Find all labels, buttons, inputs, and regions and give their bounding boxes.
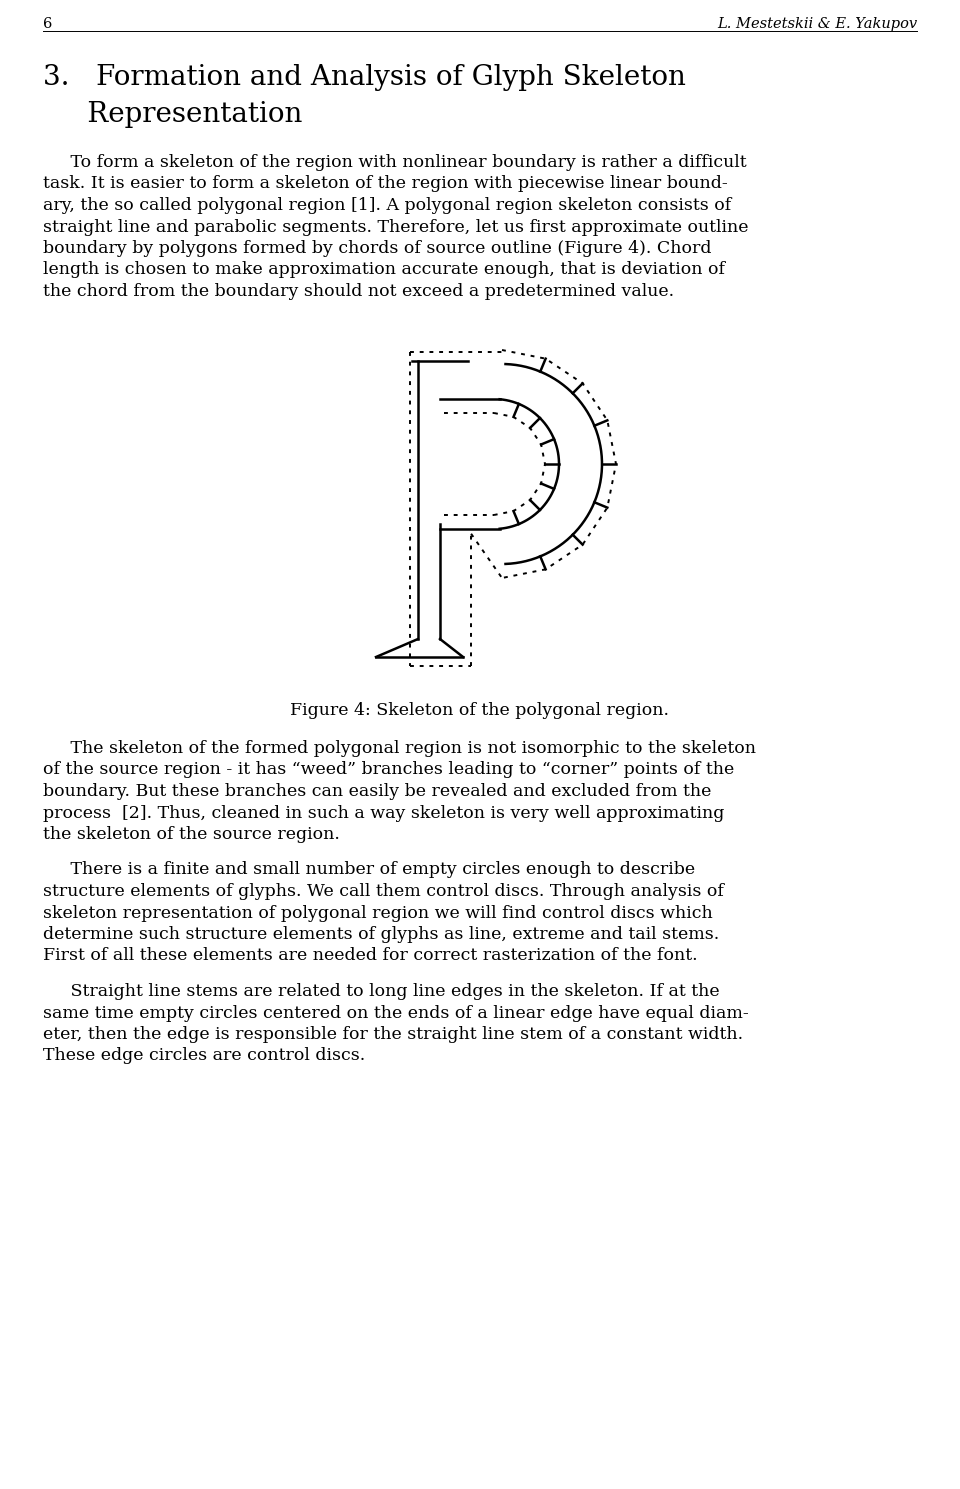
Text: eter, then the edge is responsible for the straight line stem of a constant widt: eter, then the edge is responsible for t…: [43, 1026, 743, 1042]
Text: L. Mestetskii & E. Yakupov: L. Mestetskii & E. Yakupov: [717, 16, 917, 31]
Text: There is a finite and small number of empty circles enough to describe: There is a finite and small number of em…: [43, 862, 695, 879]
Text: Figure 4: Skeleton of the polygonal region.: Figure 4: Skeleton of the polygonal regi…: [291, 701, 669, 719]
Text: The skeleton of the formed polygonal region is not isomorphic to the skeleton: The skeleton of the formed polygonal reg…: [43, 740, 756, 756]
Text: Representation: Representation: [43, 101, 302, 128]
Text: of the source region - it has “weed” branches leading to “corner” points of the: of the source region - it has “weed” bra…: [43, 761, 734, 779]
Text: length is chosen to make approximation accurate enough, that is deviation of: length is chosen to make approximation a…: [43, 262, 725, 278]
Text: These edge circles are control discs.: These edge circles are control discs.: [43, 1047, 365, 1065]
Text: First of all these elements are needed for correct rasterization of the font.: First of all these elements are needed f…: [43, 947, 698, 965]
Text: boundary. But these branches can easily be revealed and excluded from the: boundary. But these branches can easily …: [43, 783, 711, 800]
Text: ary, the so called polygonal region [1]. A polygonal region skeleton consists of: ary, the so called polygonal region [1].…: [43, 197, 732, 214]
Text: the chord from the boundary should not exceed a predetermined value.: the chord from the boundary should not e…: [43, 283, 674, 299]
Text: the skeleton of the source region.: the skeleton of the source region.: [43, 826, 340, 843]
Text: task. It is easier to form a skeleton of the region with piecewise linear bound-: task. It is easier to form a skeleton of…: [43, 176, 728, 192]
Text: process  [2]. Thus, cleaned in such a way skeleton is very well approximating: process [2]. Thus, cleaned in such a way…: [43, 804, 725, 822]
Text: skeleton representation of polygonal region we will find control discs which: skeleton representation of polygonal reg…: [43, 904, 712, 922]
Text: same time empty circles centered on the ends of a linear edge have equal diam-: same time empty circles centered on the …: [43, 1005, 749, 1021]
Text: boundary by polygons formed by chords of source outline (Figure 4). Chord: boundary by polygons formed by chords of…: [43, 240, 711, 258]
Text: 6: 6: [43, 16, 53, 31]
Text: To form a skeleton of the region with nonlinear boundary is rather a difficult: To form a skeleton of the region with no…: [43, 153, 747, 171]
Text: 3.   Formation and Analysis of Glyph Skeleton: 3. Formation and Analysis of Glyph Skele…: [43, 64, 685, 91]
Text: Straight line stems are related to long line edges in the skeleton. If at the: Straight line stems are related to long …: [43, 983, 720, 1001]
Text: structure elements of glyphs. We call them control discs. Through analysis of: structure elements of glyphs. We call th…: [43, 883, 724, 899]
Text: straight line and parabolic segments. Therefore, let us first approximate outlin: straight line and parabolic segments. Th…: [43, 219, 749, 235]
Text: determine such structure elements of glyphs as line, extreme and tail stems.: determine such structure elements of gly…: [43, 926, 719, 943]
